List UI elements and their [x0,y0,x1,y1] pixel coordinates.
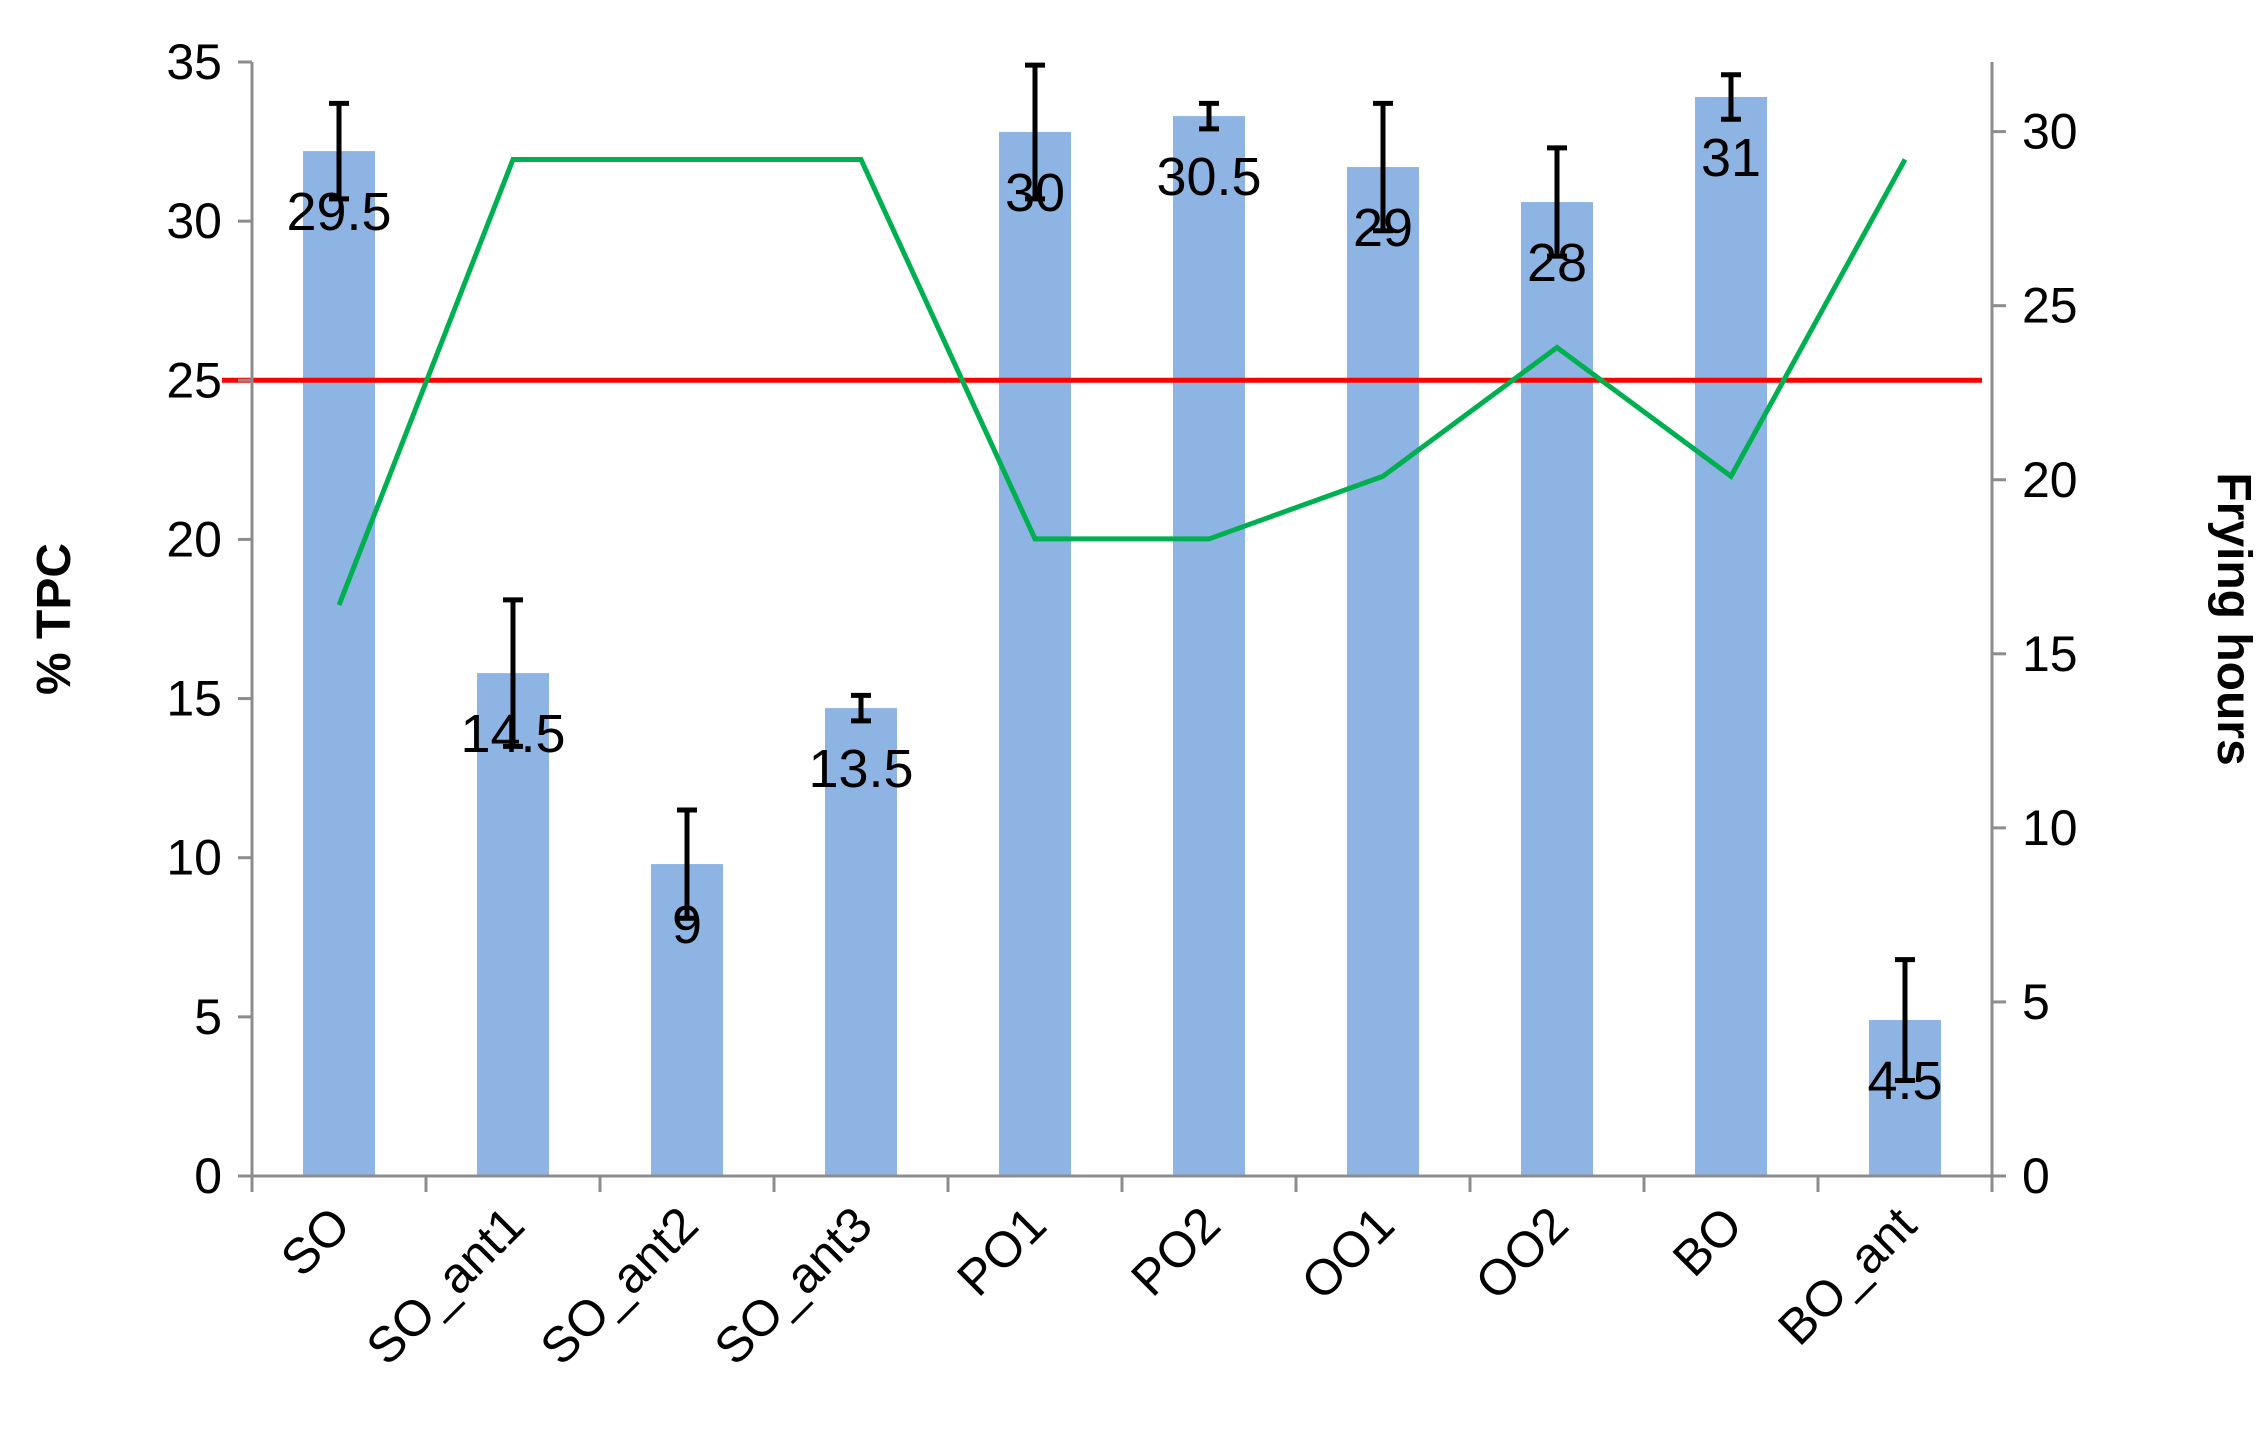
y-tick-label-30: 30 [166,193,222,249]
bar-SO [303,151,375,1176]
x-tick-label-SO: SO [270,1196,361,1287]
y2-tick-label-10: 10 [2022,800,2078,856]
x-tick-label-OO1: OO1 [1291,1196,1405,1310]
y-tick-label-15: 15 [166,671,222,727]
bar-SO_ant1 [477,673,549,1176]
x-tick-label-BO: BO [1662,1196,1753,1287]
x-tick-label-PO2: PO2 [1120,1196,1230,1306]
y-tick-label-10: 10 [166,830,222,886]
bar-PO1 [999,132,1071,1177]
data-label-BO_ant: 4.5 [1867,1051,1942,1111]
axes-layer: 05101520253035051015202530SOSO_ant1SO_an… [166,34,2077,1375]
y-axis-title: % TPC [28,543,81,695]
data-labels-layer: 29.5 14.5 9 13.5 30 30.5 29 28 31 4.5 [286,128,1942,1111]
y2-tick-label-20: 20 [2022,452,2078,508]
x-tick-label-SO_ant2: SO_ant2 [530,1196,709,1375]
bar-BO [1695,97,1767,1176]
y-tick-label-5: 5 [194,989,222,1045]
data-label-PO2: 30.5 [1156,147,1261,207]
y-tick-label-35: 35 [166,34,222,90]
error-bars-layer [329,62,1915,1084]
y2-tick-label-0: 0 [2022,1148,2050,1204]
y2-tick-label-30: 30 [2022,104,2078,160]
y2-tick-label-5: 5 [2022,974,2050,1030]
y-tick-label-20: 20 [166,511,222,567]
line-series-layer [336,156,1908,606]
y-tick-label-0: 0 [194,1148,222,1204]
x-tick-label-BO_ant: BO_ant [1767,1196,1927,1356]
frying-hours-line [336,156,1908,606]
data-label-OO1: 29 [1353,198,1413,258]
data-label-SO_ant2: 9 [672,895,702,955]
y2-tick-label-25: 25 [2022,278,2078,334]
y2-tick-label-15: 15 [2022,626,2078,682]
data-label-BO: 31 [1701,128,1761,188]
bars-layer [303,97,1941,1177]
bar-PO2 [1173,116,1245,1177]
bar-OO1 [1347,167,1419,1176]
x-tick-label-SO_ant1: SO_ant1 [356,1196,535,1375]
x-tick-label-SO_ant3: SO_ant3 [704,1196,883,1375]
y-tick-label-25: 25 [166,352,222,408]
x-tick-label-OO2: OO2 [1465,1196,1579,1310]
data-label-PO1: 30 [1005,163,1065,223]
data-label-SO_ant1: 14.5 [460,704,565,764]
y2-axis-title: Frying hours [2207,472,2257,765]
data-label-SO: 29.5 [286,182,391,242]
x-tick-label-PO1: PO1 [946,1196,1056,1306]
bar-SO_ant3 [825,708,897,1176]
data-label-OO2: 28 [1527,233,1587,293]
data-label-SO_ant3: 13.5 [808,739,913,799]
